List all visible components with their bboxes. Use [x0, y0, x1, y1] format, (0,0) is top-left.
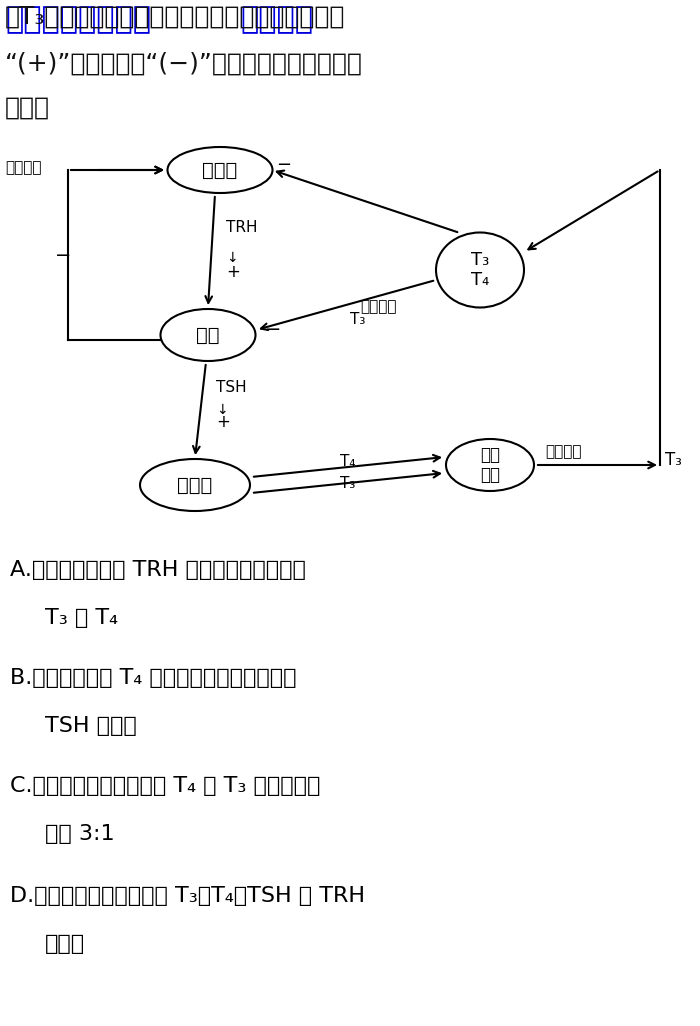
Text: 脱碘作用: 脱碘作用	[360, 300, 396, 315]
Text: T₃: T₃	[340, 476, 356, 491]
Text: −: −	[55, 245, 71, 265]
Text: 的分泌: 的分泌	[45, 934, 85, 954]
Text: A.下丘脑通过释放 TRH 直接调控甲状腺分泌: A.下丘脑通过释放 TRH 直接调控甲状腺分泌	[10, 560, 306, 580]
Text: C.脱碗作用受阻时人体内 T₄ 与 T₃ 释放量比例: C.脱碗作用受阻时人体内 T₄ 与 T₃ 释放量比例	[10, 776, 321, 796]
Text: 其他
组织: 其他 组织	[480, 445, 500, 484]
Text: 寒冷信号: 寒冷信号	[5, 160, 41, 175]
Text: T₃: T₃	[665, 451, 682, 469]
Text: 微信公众号关注：: 微信公众号关注：	[5, 5, 151, 34]
Text: 甲状腺: 甲状腺	[177, 475, 213, 495]
Text: 趣找答案: 趣找答案	[240, 5, 313, 34]
Text: 小于 3:1: 小于 3:1	[45, 824, 115, 844]
Text: “(+)”表示促进，“(−)”表示抑制。下列叙述正: “(+)”表示促进，“(−)”表示抑制。下列叙述正	[5, 52, 363, 76]
Text: 垂体: 垂体	[196, 325, 220, 345]
Text: TSH: TSH	[216, 380, 246, 395]
Text: D.饮食长期缺碗时会影响 T₃、T₄、TSH 和 TRH: D.饮食长期缺碗时会影响 T₃、T₄、TSH 和 TRH	[10, 886, 365, 906]
Text: +: +	[216, 413, 230, 431]
Text: 放T₃。下图表示人体甲状腺分泌和调节过程，其中: 放T₃。下图表示人体甲状腺分泌和调节过程，其中	[5, 5, 345, 29]
Text: ↓: ↓	[226, 251, 237, 265]
Text: T₃ 和 T₄: T₃ 和 T₄	[45, 608, 118, 628]
Text: −: −	[276, 156, 291, 174]
Text: T₄: T₄	[340, 455, 356, 470]
Text: ↓: ↓	[216, 403, 228, 417]
Text: T₃
T₄: T₃ T₄	[471, 250, 489, 289]
Text: 确的是: 确的是	[5, 96, 50, 120]
Text: TSH 的释放: TSH 的释放	[45, 716, 136, 736]
Text: T₃: T₃	[350, 313, 365, 327]
Text: B.甲状腺分泌的 T₄ 直接作用于垂体从而抑制: B.甲状腺分泌的 T₄ 直接作用于垂体从而抑制	[10, 668, 297, 688]
Text: 脱碘作用: 脱碘作用	[545, 444, 582, 460]
Text: +: +	[226, 263, 240, 281]
Text: 下丘脑: 下丘脑	[202, 160, 237, 180]
Text: −: −	[265, 320, 281, 340]
Text: TRH: TRH	[226, 221, 258, 236]
